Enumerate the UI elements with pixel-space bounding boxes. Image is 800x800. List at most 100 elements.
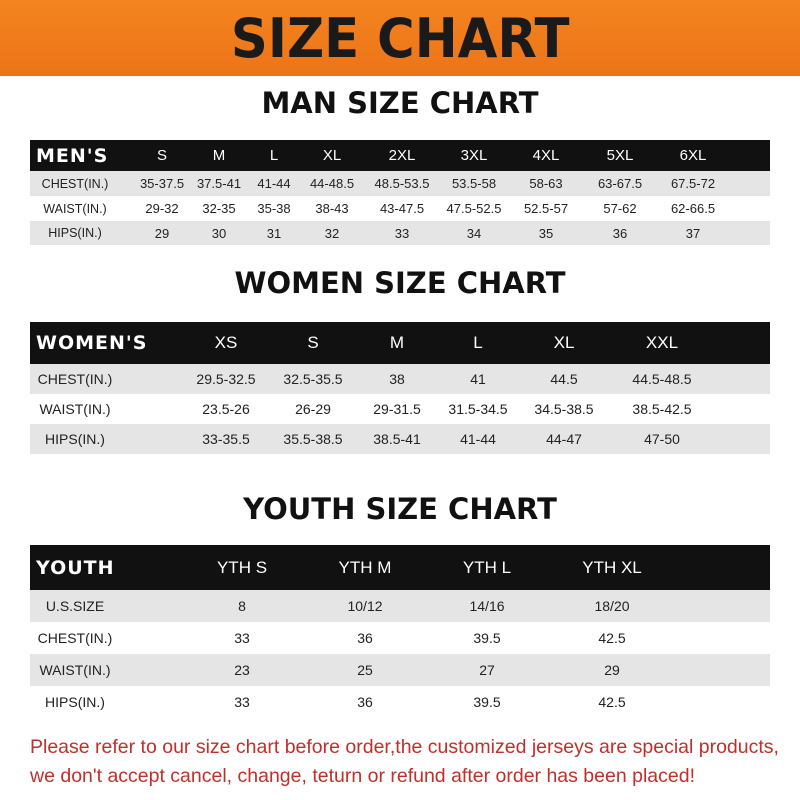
table-cell: 41-44 bbox=[460, 431, 496, 447]
size-header: XL bbox=[322, 147, 342, 164]
table-cell: 47.5-52.5 bbox=[446, 201, 502, 216]
table-cell: 18/20 bbox=[594, 598, 630, 614]
table-cell: 39.5 bbox=[473, 630, 501, 646]
table-row: WAIST(IN.) 23 25 27 29 bbox=[30, 654, 770, 686]
table-cell: 47-50 bbox=[644, 431, 680, 447]
size-header: S bbox=[156, 147, 168, 164]
women-chart-title: WOMEN SIZE CHART bbox=[234, 266, 566, 300]
row-label: WAIST(IN.) bbox=[43, 201, 107, 216]
table-row: HIPS(IN.) 33-35.5 35.5-38.5 38.5-41 41-44 44-… bbox=[30, 424, 770, 454]
table-cell: 29 bbox=[604, 662, 620, 678]
table-cell: 38.5-42.5 bbox=[632, 401, 692, 417]
size-header: M bbox=[389, 333, 405, 352]
row-label: HIPS(IN.) bbox=[48, 226, 102, 240]
table-cell: 8 bbox=[238, 598, 246, 614]
table-cell: 38 bbox=[389, 371, 405, 387]
table-row: HIPS(IN.) 33 36 39.5 42.5 bbox=[30, 686, 770, 718]
table-cell: 31 bbox=[266, 225, 282, 241]
table-cell: 29.5-32.5 bbox=[196, 371, 256, 387]
table-cell: 52.5-57 bbox=[523, 201, 569, 216]
table-cell: 44-47 bbox=[546, 431, 582, 447]
row-label: WAIST(IN.) bbox=[39, 401, 111, 417]
size-header: 2XL bbox=[388, 147, 416, 164]
table-row: WAIST(IN.) 23.5-26 26-29 29-31.5 31.5-34.5 34… bbox=[30, 394, 770, 424]
men-size-table: MEN'S S M L XL 2XL 3XL 4XL 5XL 6XL CHEST(IN.) 35-37… bbox=[30, 140, 770, 245]
size-header: YTH L bbox=[462, 557, 512, 577]
table-cell: 35 bbox=[538, 225, 554, 241]
row-label: HIPS(IN.) bbox=[45, 694, 105, 710]
men-chart-title: MAN SIZE CHART bbox=[261, 86, 539, 120]
table-cell: 32.5-35.5 bbox=[283, 371, 343, 387]
table-cell: 27 bbox=[479, 662, 495, 678]
size-header: XS bbox=[214, 333, 238, 352]
size-header: S bbox=[307, 333, 319, 352]
table-row: U.S.SIZE 8 10/12 14/16 18/20 bbox=[30, 590, 770, 622]
size-header: M bbox=[212, 147, 226, 164]
table-cell: 36 bbox=[357, 630, 373, 646]
table-cell: 31.5-34.5 bbox=[448, 401, 508, 417]
size-header: YTH XL bbox=[582, 557, 642, 577]
table-cell: 30 bbox=[211, 225, 227, 241]
table-cell: 39.5 bbox=[473, 694, 501, 710]
table-cell: 23 bbox=[234, 662, 250, 678]
table-cell: 25 bbox=[357, 662, 373, 678]
table-cell: 36 bbox=[357, 694, 373, 710]
row-label: HIPS(IN.) bbox=[45, 431, 105, 447]
size-header: L bbox=[473, 333, 483, 352]
table-cell: 38.5-41 bbox=[373, 431, 421, 447]
table-cell: 32 bbox=[324, 225, 340, 241]
row-label: WAIST(IN.) bbox=[39, 662, 111, 678]
table-cell: 58-63 bbox=[529, 176, 563, 191]
women-size-table: WOMEN'S XS S M L XL XXL CHEST(IN.) 29.5-32.5 32.5… bbox=[30, 322, 770, 454]
notice-line-2: we don't accept cancel, change, teturn o… bbox=[30, 765, 695, 787]
table-row: CHEST(IN.) 33 36 39.5 42.5 bbox=[30, 622, 770, 654]
size-header: 5XL bbox=[606, 147, 634, 164]
table-cell: 33 bbox=[394, 225, 410, 241]
table-cell: 35.5-38.5 bbox=[283, 431, 343, 447]
men-header-row: MEN'S S M L XL 2XL 3XL 4XL 5XL 6XL bbox=[30, 140, 770, 171]
table-cell: 41 bbox=[470, 371, 486, 387]
size-header: 3XL bbox=[460, 147, 488, 164]
table-cell: 67.5-72 bbox=[670, 176, 716, 191]
table-cell: 33-35.5 bbox=[202, 431, 250, 447]
table-cell: 36 bbox=[612, 225, 628, 241]
row-label: U.S.SIZE bbox=[45, 598, 105, 614]
table-cell: 26-29 bbox=[295, 401, 331, 417]
size-header: 4XL bbox=[532, 147, 560, 164]
header-label: WOMEN'S bbox=[36, 332, 148, 354]
table-row: HIPS(IN.) 29 30 31 32 33 34 35 36 37 bbox=[30, 221, 770, 245]
table-cell: 43-47.5 bbox=[379, 201, 425, 216]
table-cell: 42.5 bbox=[598, 694, 626, 710]
table-cell: 53.5-58 bbox=[451, 176, 497, 191]
table-cell: 38-43 bbox=[315, 201, 349, 216]
banner-title: SIZE CHART bbox=[230, 6, 570, 70]
table-cell: 23.5-26 bbox=[202, 401, 250, 417]
table-cell: 10/12 bbox=[347, 598, 383, 614]
header-label: YOUTH bbox=[36, 556, 115, 579]
table-cell: 42.5 bbox=[598, 630, 626, 646]
table-cell: 34 bbox=[466, 225, 482, 241]
table-cell: 35-38 bbox=[257, 201, 291, 216]
table-cell: 44.5-48.5 bbox=[632, 371, 692, 387]
row-label: CHEST(IN.) bbox=[41, 176, 109, 191]
header-label: MEN'S bbox=[36, 144, 109, 167]
table-cell: 37.5-41 bbox=[196, 176, 242, 191]
size-header: XXL bbox=[645, 333, 679, 352]
women-header-row: WOMEN'S XS S M L XL XXL bbox=[30, 322, 770, 364]
table-cell: 33 bbox=[234, 694, 250, 710]
table-cell: 37 bbox=[685, 225, 701, 241]
table-cell: 41-44 bbox=[257, 176, 291, 191]
table-cell: 33 bbox=[234, 630, 250, 646]
notice: Please refer to our size chart before or… bbox=[30, 733, 790, 791]
table-cell: 48.5-53.5 bbox=[374, 176, 430, 191]
youth-size-table: YOUTH YTH S YTH M YTH L YTH XL U.S.SIZE 8 10/12… bbox=[30, 545, 770, 718]
table-cell: 63-67.5 bbox=[597, 176, 643, 191]
table-row: CHEST(IN.) 35-37.5 37.5-41 41-44 44-48.5 48.5… bbox=[30, 171, 770, 196]
table-cell: 44-48.5 bbox=[309, 176, 355, 191]
table-cell: 29 bbox=[154, 225, 170, 241]
youth-header-row: YOUTH YTH S YTH M YTH L YTH XL bbox=[30, 545, 770, 590]
size-header: L bbox=[269, 147, 279, 164]
youth-chart-title: YOUTH SIZE CHART bbox=[243, 492, 557, 526]
size-header: YTH S bbox=[216, 557, 268, 577]
size-header: 6XL bbox=[679, 147, 707, 164]
